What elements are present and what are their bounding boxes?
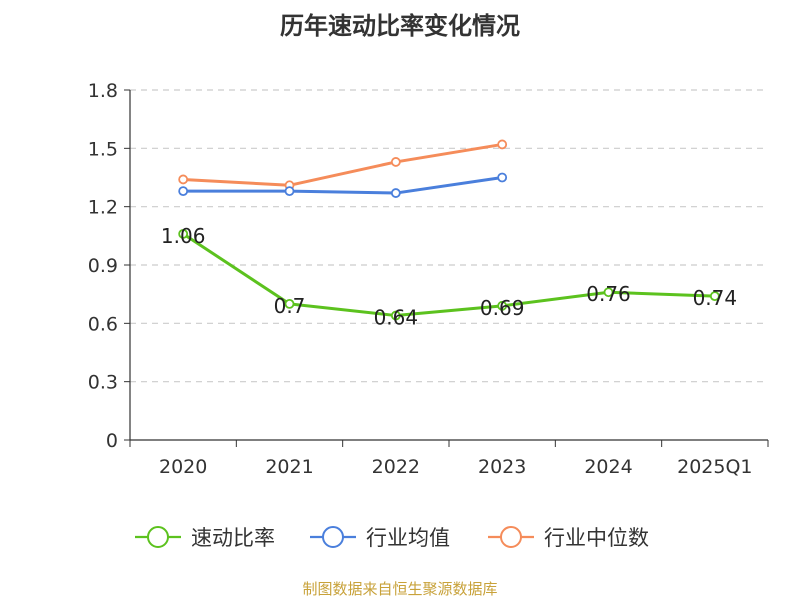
data-point: [497, 172, 508, 183]
data-point: [178, 228, 189, 239]
series-line: [183, 142, 503, 187]
y-tick-label: 0: [106, 430, 118, 452]
y-tick-label: 1.2: [88, 197, 118, 219]
data-point: [497, 300, 508, 311]
y-tick-label: 0.9: [88, 255, 118, 277]
y-tick-label: 1.5: [88, 138, 118, 160]
series-line: [182, 232, 715, 318]
data-point: [603, 287, 614, 298]
legend-marker-3[interactable]: [500, 526, 522, 548]
series-lines: [178, 139, 720, 321]
legend-label-3[interactable]: 行业中位数: [544, 526, 649, 550]
data-label: 0.76: [586, 282, 631, 306]
legend-label-2[interactable]: 行业均值: [366, 526, 450, 550]
x-tick-label: 2023: [478, 456, 526, 478]
data-point: [390, 157, 401, 167]
x-tick-label: 2021: [265, 456, 313, 478]
legend-marker-1[interactable]: [147, 526, 169, 548]
data-labels: 1.06 0.7 0.64 0.69 0.76 0.74: [161, 224, 737, 330]
data-point: [497, 139, 508, 150]
data-point: [178, 174, 189, 185]
data-point: [284, 186, 295, 197]
legend[interactable]: 速动比率 行业均值 行业中位数: [135, 526, 649, 550]
y-tick-label: 1.8: [88, 80, 118, 102]
series-line: [183, 176, 503, 195]
data-label: 0.64: [374, 306, 419, 330]
axes: 0 0.3 0.6 0.9 1.2 1.5 1.8 2020 2021 2022 2023 2024 2…: [88, 80, 769, 478]
chart-title: 历年速动比率变化情况: [280, 12, 520, 40]
data-label: 0.74: [693, 286, 738, 310]
data-point: [390, 188, 401, 198]
y-tick-label: 0.3: [88, 372, 118, 394]
source-note: 制图数据来自恒生聚源数据库: [302, 580, 498, 598]
data-label: 0.7: [274, 294, 306, 318]
x-tick-label: 2024: [584, 456, 632, 478]
x-tick-label: 2020: [159, 456, 207, 478]
y-tick-label: 0.6: [88, 313, 118, 335]
data-point: [284, 298, 295, 309]
x-tick-label: 2025Q1: [677, 456, 752, 478]
data-point: [178, 186, 189, 197]
grid-lines: [130, 89, 768, 383]
data-point: [709, 291, 720, 302]
x-tick-label: 2022: [372, 456, 420, 478]
data-label: 1.06: [161, 224, 206, 248]
legend-marker-2[interactable]: [322, 526, 344, 548]
legend-label-1[interactable]: 速动比率: [191, 526, 275, 550]
data-label: 0.69: [480, 296, 525, 320]
data-point: [390, 310, 401, 321]
